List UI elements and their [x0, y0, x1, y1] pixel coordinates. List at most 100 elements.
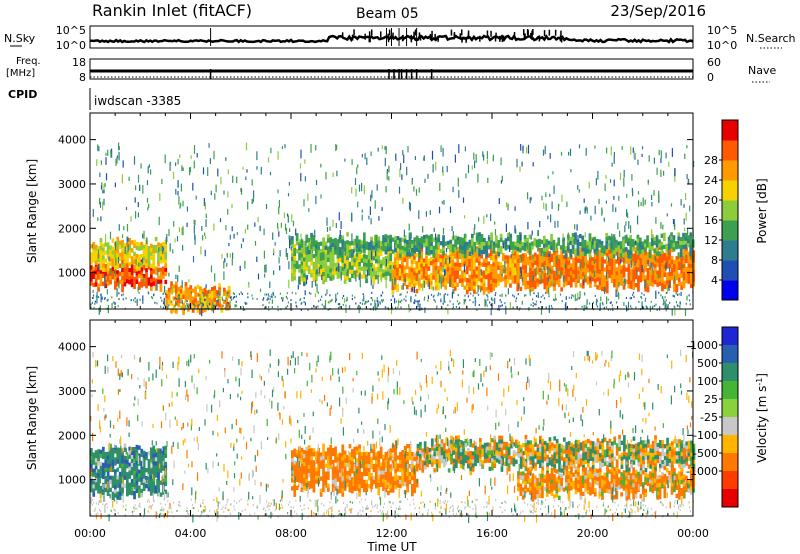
velocity-cell	[411, 460, 414, 465]
power-speckle	[671, 308, 673, 316]
power-cell	[646, 272, 650, 277]
velocity-cell	[396, 475, 400, 480]
velocity-cell	[307, 445, 311, 450]
power-cell	[410, 263, 414, 269]
velocity-cell	[140, 488, 144, 494]
power-cell	[353, 258, 357, 263]
power-cell	[524, 281, 527, 286]
nave-label: Nave	[748, 64, 776, 77]
power-cell	[384, 246, 388, 251]
power-cell	[586, 280, 590, 285]
velocity-cell	[111, 463, 115, 468]
velocity-cell	[471, 455, 475, 460]
power-speckle	[366, 157, 368, 165]
power-cell	[177, 299, 181, 304]
velocity-cell	[348, 484, 352, 489]
power-speckle	[425, 211, 427, 217]
power-cell	[92, 282, 96, 287]
power-cell	[379, 263, 383, 269]
velocity-cell	[90, 464, 93, 469]
power-cell	[140, 283, 144, 288]
power-speckle	[521, 300, 523, 305]
power-speckle	[277, 227, 279, 232]
power-speckle	[607, 256, 609, 262]
power-cell	[521, 242, 525, 247]
power-cell	[106, 262, 110, 267]
power-speckle	[265, 264, 267, 273]
power-speckle	[413, 186, 415, 192]
power-cell	[420, 255, 423, 260]
power-speckle	[532, 305, 534, 307]
power-cell	[106, 254, 110, 259]
velocity-cell	[106, 459, 110, 464]
power-speckle	[218, 293, 220, 296]
power-cell	[517, 262, 520, 268]
power-cell	[145, 259, 148, 264]
power-speckle	[259, 225, 261, 232]
power-speckle	[351, 159, 353, 166]
power-cell	[475, 270, 479, 275]
power-speckle	[674, 306, 676, 316]
power-cell	[322, 272, 325, 277]
power-cell	[574, 248, 577, 253]
velocity-cell	[324, 475, 328, 480]
power-cell	[99, 246, 103, 251]
power-cell	[639, 249, 642, 254]
power-speckle	[336, 145, 338, 150]
power-speckle	[148, 164, 150, 168]
power-cell	[329, 264, 333, 269]
power-cell	[425, 276, 428, 281]
power-speckle	[660, 158, 662, 164]
power-cell	[665, 264, 669, 269]
power-speckle	[445, 258, 447, 264]
power-cell	[372, 264, 376, 269]
power-cell	[415, 247, 419, 252]
power-cell	[499, 269, 503, 275]
velocity-cell	[150, 487, 153, 492]
power-speckle	[115, 158, 117, 166]
power-cell	[658, 245, 662, 250]
power-speckle	[427, 299, 429, 302]
power-cell	[315, 252, 318, 257]
velocity-cell	[162, 474, 165, 479]
power-cell	[557, 274, 561, 279]
power-cell	[449, 274, 452, 279]
power-speckle	[299, 239, 301, 245]
power-speckle	[577, 292, 579, 300]
power-cell	[391, 290, 395, 295]
power-cell	[562, 249, 565, 254]
power-cell	[675, 256, 679, 261]
power-speckle	[365, 241, 367, 250]
power-cell	[471, 245, 474, 251]
power-cell	[420, 267, 423, 272]
power-speckle	[671, 239, 673, 248]
power-speckle	[180, 301, 182, 304]
power-cell	[291, 261, 294, 266]
velocity-cell	[94, 478, 98, 483]
power-cell	[104, 263, 108, 269]
power-cell	[615, 259, 619, 264]
power-cell	[343, 267, 347, 272]
power-speckle	[385, 145, 387, 155]
power-cell	[162, 258, 165, 263]
power-cell	[619, 241, 623, 246]
power-cell	[118, 252, 122, 257]
power-cell	[150, 278, 153, 283]
power-cell	[598, 265, 602, 270]
power-speckle	[574, 224, 576, 230]
power-cell	[360, 248, 364, 253]
power-cell	[574, 263, 578, 268]
power-cell	[685, 274, 688, 280]
velocity-cell	[433, 456, 437, 461]
velocity-cell	[104, 459, 108, 465]
velocity-cell	[452, 446, 456, 451]
power-speckle	[231, 203, 233, 209]
power-cell	[367, 263, 371, 268]
power-speckle	[92, 289, 94, 294]
power-speckle	[300, 309, 302, 311]
power-speckle	[428, 282, 430, 290]
power-cell	[437, 234, 441, 239]
power-speckle	[470, 292, 472, 295]
velocity-cell	[431, 438, 434, 443]
power-speckle	[116, 157, 118, 164]
